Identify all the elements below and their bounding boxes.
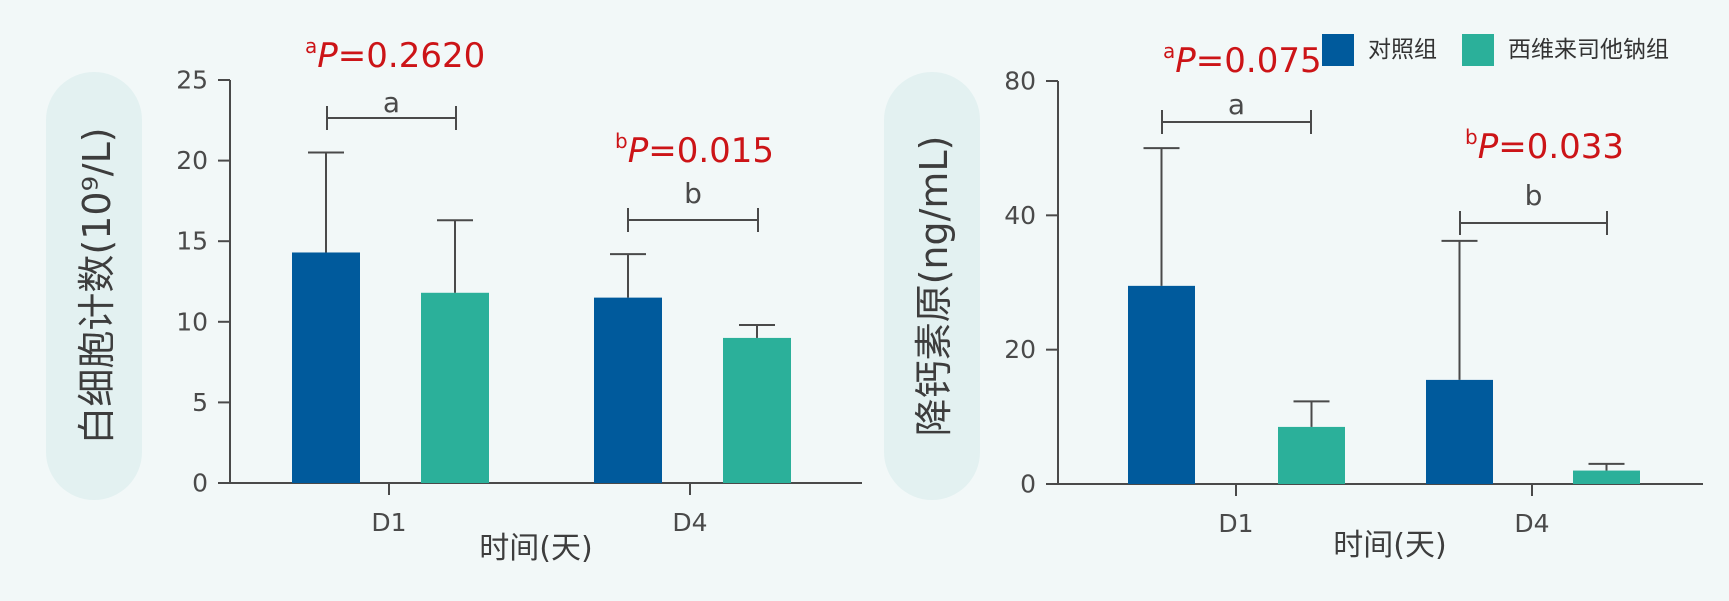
x-tick-label: D4 bbox=[1514, 509, 1549, 538]
x-axis-label: 时间(天) bbox=[1333, 528, 1446, 563]
legend-label-control: 对照组 bbox=[1368, 37, 1437, 63]
p-value-annotation: bP=0.015 bbox=[615, 129, 774, 171]
treatment-bar-d4 bbox=[1573, 470, 1640, 484]
p-value-number: =0.015 bbox=[648, 131, 774, 171]
legend-swatch-treatment bbox=[1462, 34, 1494, 66]
significance-letter: a bbox=[1228, 88, 1245, 121]
p-value-number: =0.2620 bbox=[338, 36, 485, 76]
x-tick-label: D1 bbox=[371, 508, 406, 537]
y-tick-label: 20 bbox=[176, 146, 208, 175]
p-value-number: =0.075 bbox=[1196, 41, 1322, 81]
significance-letter: b bbox=[684, 177, 702, 210]
x-tick-label: D1 bbox=[1218, 509, 1253, 538]
p-value-superscript: a bbox=[305, 34, 317, 58]
y-tick-label: 10 bbox=[176, 307, 208, 336]
p-value-annotation: bP=0.033 bbox=[1465, 125, 1624, 167]
y-axis-label-pill bbox=[884, 72, 980, 500]
p-value-superscript: a bbox=[1163, 39, 1175, 63]
p-value-annotation: aP=0.075 bbox=[1163, 39, 1322, 81]
p-value-italic-p: P bbox=[1175, 41, 1196, 81]
p-value-number: =0.033 bbox=[1498, 127, 1624, 167]
legend-swatch-control bbox=[1322, 34, 1354, 66]
y-tick-label: 80 bbox=[1004, 67, 1036, 96]
control-bar-d1 bbox=[1128, 285, 1195, 484]
control-bar-d4 bbox=[594, 297, 662, 483]
p-value-italic-p: P bbox=[628, 131, 649, 171]
y-tick-label: 0 bbox=[192, 469, 208, 498]
y-tick-label: 15 bbox=[176, 227, 208, 256]
control-bar-d1 bbox=[292, 252, 360, 483]
y-tick-label: 0 bbox=[1020, 470, 1036, 499]
treatment-bar-d1 bbox=[421, 292, 489, 483]
y-axis-label-pill bbox=[46, 72, 142, 500]
treatment-bar-d4 bbox=[723, 337, 791, 483]
significance-letter: b bbox=[1525, 179, 1543, 212]
y-tick-label: 20 bbox=[1004, 335, 1036, 364]
y-axis-label: 白细胞计数(10⁹/L) bbox=[75, 127, 119, 444]
y-axis-label: 降钙素原(ng/mL) bbox=[912, 136, 956, 437]
legend: 对照组 西维来司他钠组 bbox=[1322, 34, 1669, 66]
p-value-annotation: aP=0.2620 bbox=[305, 34, 485, 76]
p-value-superscript: b bbox=[1465, 125, 1478, 149]
x-tick-label: D4 bbox=[672, 508, 707, 537]
control-bar-d4 bbox=[1426, 379, 1493, 484]
p-value-italic-p: P bbox=[1478, 127, 1499, 167]
legend-label-treatment: 西维来司他钠组 bbox=[1508, 37, 1669, 63]
p-value-italic-p: P bbox=[317, 36, 338, 76]
significance-letter: a bbox=[383, 86, 400, 119]
y-tick-label: 40 bbox=[1004, 201, 1036, 230]
y-tick-label: 5 bbox=[192, 388, 208, 417]
p-value-superscript: b bbox=[615, 129, 628, 153]
x-axis-label: 时间(天) bbox=[479, 531, 592, 566]
treatment-bar-d1 bbox=[1278, 426, 1345, 484]
y-tick-label: 25 bbox=[176, 66, 208, 95]
